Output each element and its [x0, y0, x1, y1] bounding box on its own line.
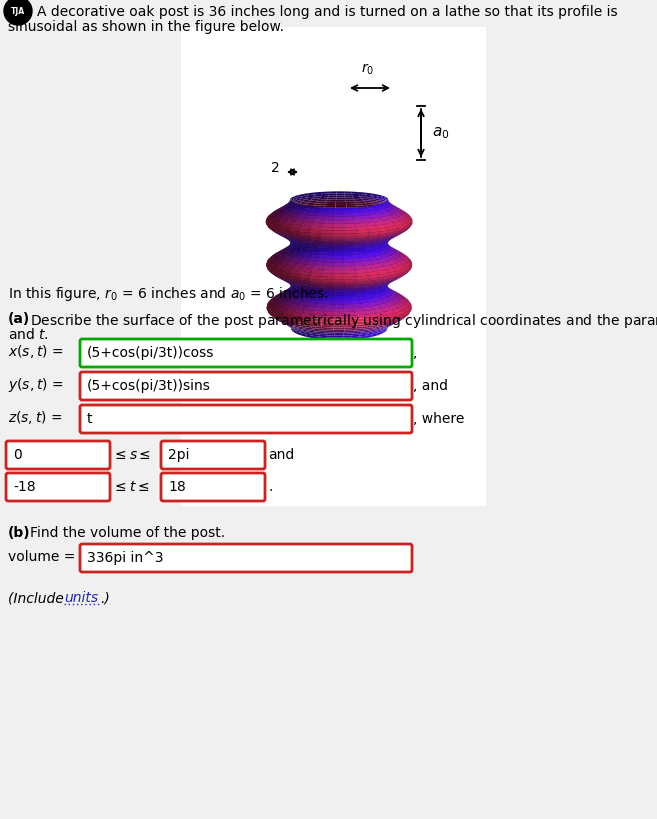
Text: (a): (a) — [8, 312, 30, 326]
FancyBboxPatch shape — [6, 441, 110, 469]
Text: and: and — [268, 448, 294, 462]
Text: $\leq t \leq$: $\leq t \leq$ — [112, 480, 149, 494]
Text: units: units — [64, 591, 98, 605]
FancyBboxPatch shape — [80, 405, 412, 433]
Text: TJA: TJA — [11, 7, 25, 16]
Text: t: t — [87, 412, 93, 426]
Text: $z(s, t)$ =: $z(s, t)$ = — [8, 410, 62, 427]
Text: sinusoidal as shown in the figure below.: sinusoidal as shown in the figure below. — [8, 20, 284, 34]
FancyBboxPatch shape — [80, 544, 412, 572]
Text: $a_0$: $a_0$ — [432, 125, 449, 141]
Text: volume =: volume = — [8, 550, 76, 564]
Text: -18: -18 — [13, 480, 35, 494]
Text: (b): (b) — [8, 526, 31, 540]
Text: $x(s, t)$ =: $x(s, t)$ = — [8, 343, 64, 360]
Text: In this figure, $r_0$ = 6 inches and $a_0$ = 6 inches.: In this figure, $r_0$ = 6 inches and $a_… — [8, 285, 328, 303]
FancyBboxPatch shape — [80, 339, 412, 367]
Text: 2: 2 — [271, 161, 280, 175]
Text: , and: , and — [413, 379, 448, 393]
Text: , where: , where — [413, 412, 464, 426]
FancyBboxPatch shape — [6, 473, 110, 501]
Text: and $t$.: and $t$. — [8, 327, 49, 342]
Circle shape — [4, 0, 32, 25]
Text: Describe the surface of the post parametrically using cylindrical coordinates an: Describe the surface of the post paramet… — [30, 312, 657, 330]
FancyBboxPatch shape — [80, 372, 412, 400]
Text: .: . — [268, 480, 273, 494]
FancyBboxPatch shape — [161, 441, 265, 469]
Text: .): .) — [100, 591, 110, 605]
Text: $y(s, t)$ =: $y(s, t)$ = — [8, 376, 64, 394]
FancyBboxPatch shape — [161, 473, 265, 501]
Text: 336pi in^3: 336pi in^3 — [87, 551, 164, 565]
Text: 0: 0 — [13, 448, 22, 462]
Text: (Include: (Include — [8, 591, 68, 605]
Text: 18: 18 — [168, 480, 186, 494]
Text: ,: , — [413, 346, 417, 360]
Text: (5+cos(pi/3t))coss: (5+cos(pi/3t))coss — [87, 346, 214, 360]
Text: $r_0$: $r_0$ — [361, 61, 374, 77]
Text: Find the volume of the post.: Find the volume of the post. — [30, 526, 225, 540]
Text: $\leq s \leq$: $\leq s \leq$ — [112, 448, 151, 462]
Text: (5+cos(pi/3t))sins: (5+cos(pi/3t))sins — [87, 379, 211, 393]
Text: A decorative oak post is 36 inches long and is turned on a lathe so that its pro: A decorative oak post is 36 inches long … — [37, 5, 618, 19]
Text: 2pi: 2pi — [168, 448, 189, 462]
